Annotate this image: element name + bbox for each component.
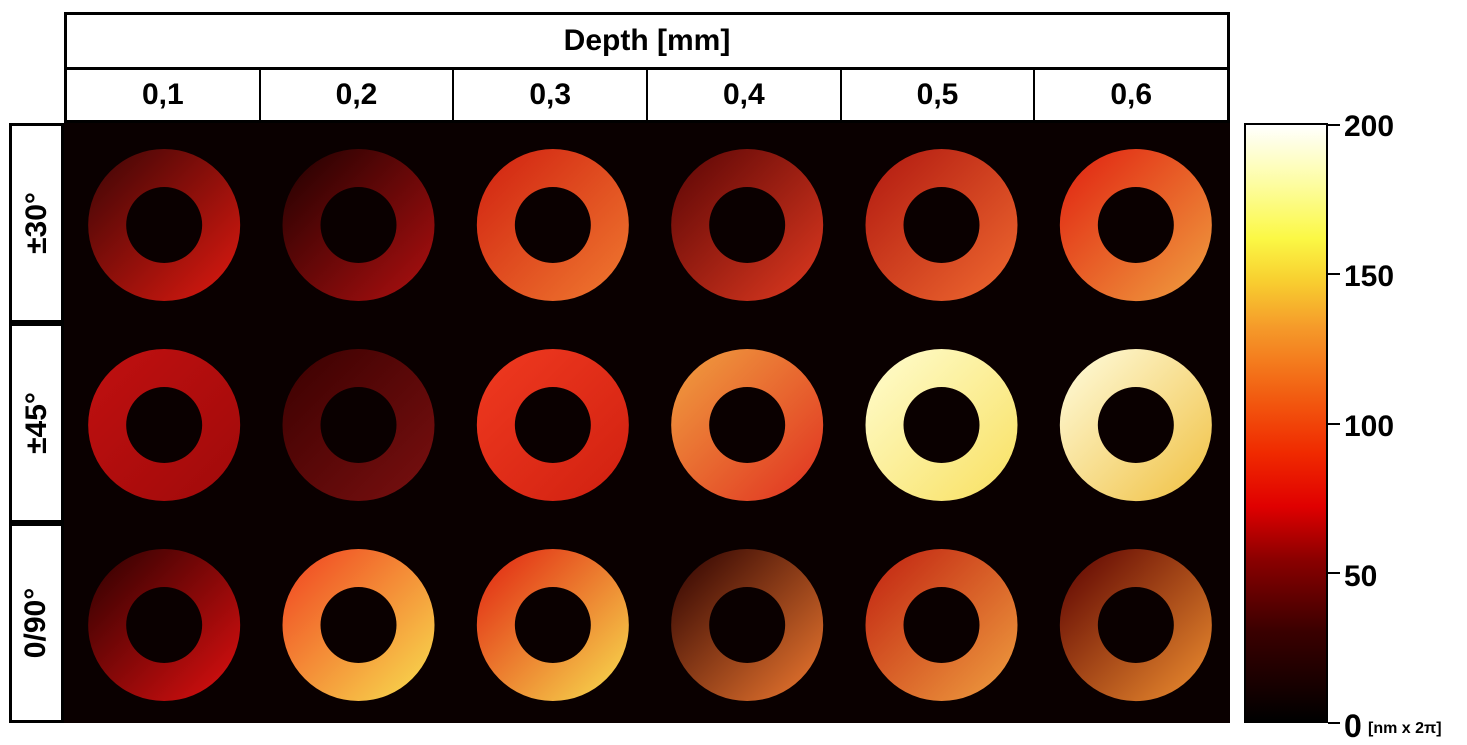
column-header: 0,3 [453, 67, 648, 123]
ring-sample [282, 549, 435, 701]
row-label-text: ±45° [19, 392, 53, 454]
colorbar-tick-label: 150 [1344, 260, 1395, 293]
column-header: 0,6 [1034, 67, 1231, 123]
colorbar-tick-label: 200 [1344, 110, 1395, 143]
ring-sample [476, 549, 629, 701]
ring-sample [671, 349, 824, 501]
column-header: 0,1 [64, 67, 260, 123]
column-header: 0,5 [840, 67, 1035, 123]
ring-sample [88, 348, 241, 501]
column-header: 0,4 [647, 67, 841, 123]
ring-sample [671, 149, 824, 301]
ring-sample [671, 549, 824, 701]
colorbar-unit: [nm x 2π] [1368, 720, 1442, 737]
colorbar-tick [1328, 273, 1340, 275]
ring-sample [282, 349, 435, 501]
colorbar-tick [1328, 124, 1340, 126]
ring-sample [1059, 349, 1212, 502]
depth-header: Depth [mm] [64, 12, 1230, 70]
row-label-30: ±30° [9, 123, 64, 323]
ring-sample [476, 349, 629, 501]
colorbar-tick [1328, 722, 1340, 724]
colorbar-tick [1328, 423, 1340, 425]
ring-sample [282, 149, 435, 301]
row-label-45: ±45° [9, 323, 64, 523]
ring-sample [1059, 549, 1212, 702]
row-label-text: 0/90° [19, 587, 53, 659]
ring-sample [476, 149, 629, 301]
ring-sample [88, 148, 241, 302]
row-label-0-90: 0/90° [9, 523, 64, 723]
colorbar-tick-label: 0 [1344, 708, 1362, 744]
colorbar-tick-label: 50 [1344, 560, 1378, 593]
depth-header-label: Depth [mm] [563, 24, 731, 57]
ring-sample [1059, 149, 1212, 302]
ring-sample [88, 548, 241, 701]
row-label-text: ±30° [19, 192, 53, 254]
ring-sample [865, 149, 1018, 301]
ring-sample [865, 349, 1018, 501]
depth-columns: 0,1 0,2 0,3 0,4 0,5 0,6 [64, 67, 1231, 123]
colorbar-tick [1328, 572, 1340, 574]
column-header: 0,2 [259, 67, 454, 123]
colorbar-tick-label: 100 [1344, 410, 1395, 443]
ring-sample [865, 549, 1018, 701]
ring-image-grid [64, 123, 1230, 723]
colorbar [1244, 123, 1328, 723]
